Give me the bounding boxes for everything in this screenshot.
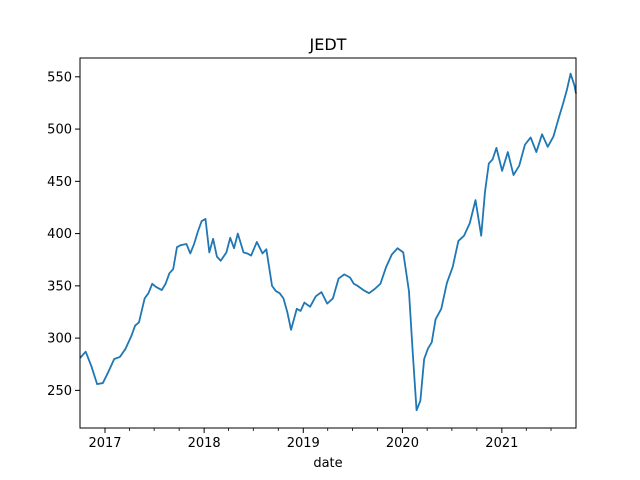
x-tick-label: 2021 (485, 436, 518, 451)
x-tick-label: 2019 (287, 436, 320, 451)
x-axis-label: date (313, 456, 342, 471)
y-tick-label: 300 (47, 332, 72, 347)
y-tick-label: 450 (47, 175, 72, 190)
x-tick-label: 2018 (188, 436, 221, 451)
y-tick-label: 350 (47, 279, 72, 294)
y-tick-label: 500 (47, 123, 72, 138)
x-axis-ticks: 2017 2018 2019 2020 2021 (88, 428, 552, 451)
plot-area (80, 58, 576, 428)
y-tick-label: 250 (47, 384, 72, 399)
chart-title: JEDT (309, 35, 347, 54)
series-line-0 (79, 72, 577, 412)
y-axis-ticks: 250 300 350 400 450 500 550 (47, 70, 80, 399)
y-tick-label: 400 (47, 227, 72, 242)
x-tick-label: 2020 (386, 436, 419, 451)
series-layer (79, 72, 577, 412)
y-tick-label: 550 (47, 70, 72, 85)
x-tick-label: 2017 (88, 436, 121, 451)
